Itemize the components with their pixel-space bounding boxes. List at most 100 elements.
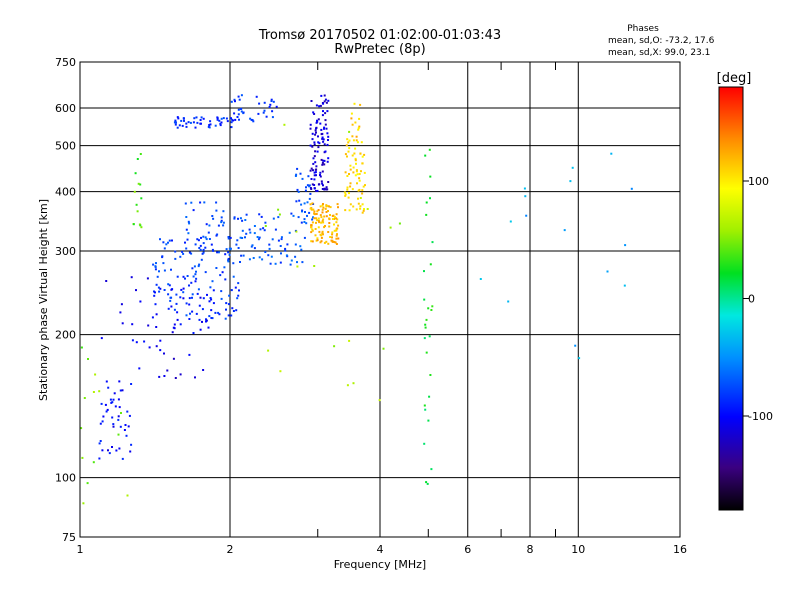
data-point xyxy=(228,253,231,256)
data-point xyxy=(132,223,135,226)
data-point xyxy=(322,138,325,141)
data-point xyxy=(319,174,321,176)
data-point xyxy=(239,217,242,220)
data-point xyxy=(337,206,339,209)
data-point xyxy=(155,283,158,286)
data-point xyxy=(215,267,218,269)
data-point xyxy=(208,238,211,240)
data-point xyxy=(321,232,324,235)
data-point xyxy=(263,109,266,112)
data-point xyxy=(188,284,190,287)
data-point xyxy=(264,225,267,227)
data-point xyxy=(155,326,158,328)
data-point xyxy=(202,235,205,238)
data-point xyxy=(226,120,229,123)
data-point xyxy=(225,117,228,120)
data-point xyxy=(174,123,177,126)
data-point xyxy=(322,159,325,162)
data-point xyxy=(130,443,133,446)
data-point xyxy=(425,481,428,484)
data-point xyxy=(173,323,176,326)
data-point xyxy=(111,416,114,419)
data-point xyxy=(258,213,261,216)
data-point xyxy=(346,384,349,387)
data-point xyxy=(162,262,165,265)
data-point xyxy=(320,128,323,131)
data-point xyxy=(133,190,136,193)
data-point xyxy=(146,277,149,280)
data-point xyxy=(250,245,253,248)
data-point xyxy=(245,213,248,216)
data-point xyxy=(237,95,240,98)
data-point xyxy=(81,456,84,459)
data-point xyxy=(329,236,332,238)
data-point xyxy=(155,262,157,265)
data-point xyxy=(359,152,362,155)
data-point xyxy=(610,152,613,155)
data-point xyxy=(313,217,316,220)
data-point xyxy=(319,171,322,174)
data-point xyxy=(360,141,363,144)
data-point xyxy=(321,182,324,185)
data-point xyxy=(163,247,166,250)
data-point xyxy=(357,202,360,205)
data-point xyxy=(136,158,139,160)
data-point xyxy=(320,94,323,97)
y-axis-ticks: 75 100 200 300 400 500 600 750 xyxy=(55,56,76,544)
data-point xyxy=(202,242,205,245)
data-point xyxy=(356,182,358,185)
data-point xyxy=(188,251,191,254)
data-point xyxy=(227,259,230,262)
data-point xyxy=(248,228,251,231)
data-point xyxy=(332,218,334,220)
data-point xyxy=(311,138,314,141)
data-point xyxy=(201,320,203,323)
data-point xyxy=(196,292,199,295)
data-point xyxy=(197,288,200,291)
data-point xyxy=(311,202,314,205)
data-point xyxy=(314,171,317,174)
data-point xyxy=(180,288,183,291)
data-point xyxy=(325,240,328,243)
data-point xyxy=(229,248,232,251)
data-point xyxy=(290,259,293,262)
data-point xyxy=(199,296,202,299)
data-point xyxy=(117,415,120,418)
data-point xyxy=(354,157,357,160)
data-point xyxy=(431,241,434,244)
data-point xyxy=(227,237,230,240)
x-tick-label: 6 xyxy=(464,543,471,556)
data-point xyxy=(336,218,339,221)
data-point xyxy=(351,154,354,157)
data-point xyxy=(159,339,162,342)
data-point xyxy=(284,249,287,252)
data-point xyxy=(82,502,85,505)
data-point xyxy=(361,203,364,206)
data-point xyxy=(606,270,609,273)
data-point xyxy=(313,174,316,177)
data-point xyxy=(280,252,282,255)
data-point xyxy=(206,293,208,296)
data-point xyxy=(318,230,321,233)
data-point xyxy=(323,215,326,218)
data-point xyxy=(204,271,207,274)
data-point xyxy=(278,213,281,216)
data-point xyxy=(182,287,185,290)
data-point xyxy=(253,247,256,250)
data-point xyxy=(320,180,323,183)
data-point xyxy=(221,271,224,274)
data-point xyxy=(346,155,348,158)
data-point xyxy=(231,307,234,310)
data-point xyxy=(327,139,329,141)
data-point xyxy=(163,289,166,291)
data-point xyxy=(310,224,313,227)
x-axis-label: Frequency [MHz] xyxy=(334,558,426,571)
data-point xyxy=(237,108,240,111)
data-point xyxy=(322,233,324,236)
data-point xyxy=(185,314,188,317)
data-point xyxy=(125,434,128,437)
data-point xyxy=(121,322,124,325)
data-point xyxy=(361,155,364,158)
data-point xyxy=(327,181,330,183)
data-point xyxy=(107,449,109,452)
